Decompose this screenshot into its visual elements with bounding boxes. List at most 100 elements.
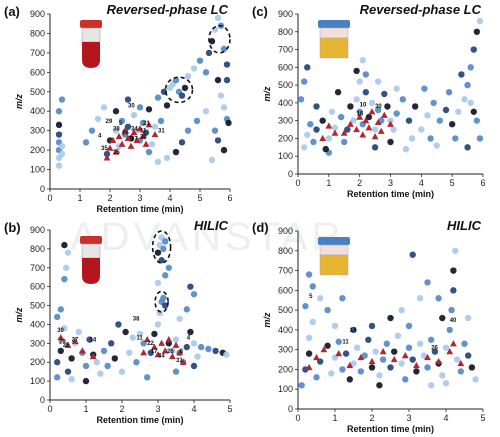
x-tick-label: 0 [295,413,300,423]
y-tick-label: 800 [278,246,293,256]
annotations: 16 10 30 [357,102,383,117]
data-point [112,127,120,134]
x-tick-label: 5 [227,404,232,414]
data-point [300,78,308,85]
panel-label: (b) [4,220,21,235]
data-point [387,314,394,322]
feature-marker [374,118,382,126]
annotation-label: 22 [147,341,154,347]
feature-marker [154,351,162,358]
data-point [465,352,472,359]
data-point [344,126,351,133]
feature-marker [130,129,138,136]
data-point [55,121,63,129]
data-point [325,135,333,142]
y-tick-label: 500 [30,301,45,311]
data-point [103,150,111,158]
x-tick-label: 5 [480,413,485,423]
data-point [350,326,357,334]
y-tick-label: 100 [30,376,45,386]
y-axis-label: m/z [262,312,272,328]
data-point [399,96,407,103]
data-point [75,328,83,336]
data-point [57,347,64,355]
y-tick-label: 800 [30,28,45,38]
y-tick-label: 200 [30,145,45,155]
data-point [353,67,360,75]
data-point [212,347,219,355]
data-point [442,344,450,351]
data-point [313,103,320,110]
annotation-label: 30 [128,103,135,109]
feature-markers [57,334,187,365]
x-axis-label: Retention time (min) [347,424,434,434]
data-point [341,138,348,146]
annotation-label: 14 [350,328,357,334]
data-point [328,370,335,377]
data-point [82,377,90,385]
annotation-label: 15 [113,150,120,156]
data-point [58,143,66,150]
tube-cap [80,236,102,244]
data-point [446,326,453,334]
y-tick-label: 900 [30,9,45,19]
y-tick-label: 400 [278,98,293,108]
cup-urine [319,254,349,276]
annotation-label: 38 [113,127,120,133]
watermark-text: ADVANSTAR [70,215,345,259]
x-tick-label: 0 [47,404,52,414]
data-point [452,247,459,254]
y-tick-label: 600 [278,285,293,295]
data-point [450,287,457,294]
data-point [461,96,468,103]
data-point [163,154,171,162]
data-point [220,104,228,111]
feature-marker [109,136,117,143]
data-point [115,321,122,328]
data-point [433,142,440,149]
data-point [145,148,153,156]
data-point [62,264,70,271]
data-point [124,96,132,103]
data-point [223,76,231,84]
tube-blood [82,258,100,284]
x-tick-label: 3 [388,178,393,188]
data-point [405,344,413,351]
data-point [413,368,420,375]
annotation-label: 17 [151,349,158,355]
data-point [160,294,167,302]
data-point [172,368,180,375]
data-point [214,137,222,144]
data-point [297,96,305,103]
x-tick-label: 6 [480,178,485,188]
data-point [354,344,361,351]
data-point [187,283,194,290]
data-point [54,359,61,366]
feature-marker [121,127,129,134]
data-point [372,348,379,355]
panel-title: Reversed-phase LC [360,2,482,17]
feature-marker [151,343,158,350]
urine-cup-icon [318,20,350,59]
data-point [220,146,228,154]
data-point [371,144,379,151]
annotation-label: 27 [72,337,79,343]
panel-title: Reversed-phase LC [107,2,229,17]
panel-title: HILIC [194,218,229,233]
feature-marker [362,117,370,124]
data-point [371,126,379,133]
data-point [183,306,190,313]
data-point [376,382,383,389]
data-points [54,234,230,385]
feature-marker [435,357,442,365]
feature-marker [319,134,327,142]
data-point [421,85,428,92]
data-point [368,322,376,330]
data-point [198,343,205,351]
data-point [376,372,383,379]
cup-urine [319,37,349,59]
feature-markers [319,108,394,142]
data-point [476,135,484,142]
data-point [405,322,413,330]
panels: (a) Reversed-phase LC01002003004005006007… [4,2,486,434]
